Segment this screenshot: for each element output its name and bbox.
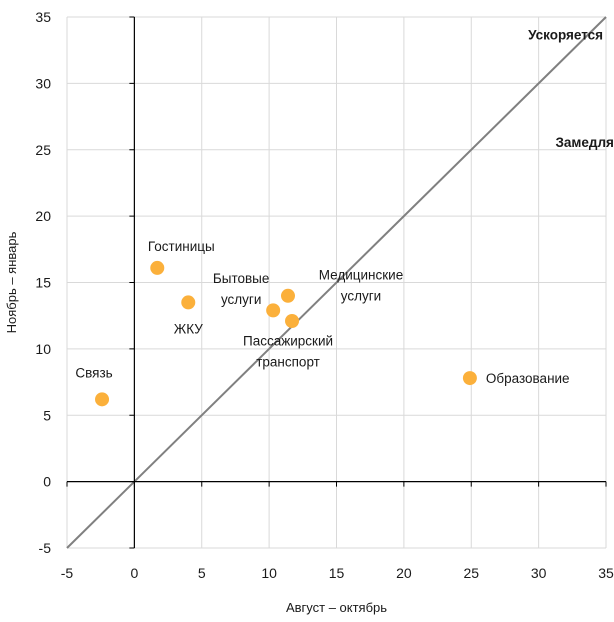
x-tick-label: 15 bbox=[329, 565, 345, 581]
point-label: Пассажирский транспорт bbox=[243, 333, 333, 369]
data-point bbox=[150, 260, 165, 275]
x-tick-label: 25 bbox=[463, 565, 479, 581]
grid-lines bbox=[66, 16, 607, 549]
point-label: Связь bbox=[75, 365, 112, 380]
point-label: Гостиницы bbox=[148, 239, 215, 254]
data-point bbox=[181, 295, 196, 310]
y-axis-title: Ноябрь – январь bbox=[4, 231, 19, 333]
y-tick-label: 5 bbox=[43, 407, 51, 423]
y-tick-label: 20 bbox=[35, 208, 51, 224]
point-label-line: услуги bbox=[221, 292, 261, 307]
point-label-line: Связь bbox=[75, 365, 112, 380]
data-point bbox=[280, 288, 295, 303]
zero-axes bbox=[66, 16, 607, 549]
point-label-line: Медицинские bbox=[319, 267, 403, 282]
point-label: Образование bbox=[486, 371, 570, 386]
point-label-line: Бытовые bbox=[213, 271, 270, 286]
point-label-line: ЖКУ bbox=[174, 321, 203, 336]
point-label-line: Образование bbox=[486, 371, 570, 386]
point-label: Бытовые услуги bbox=[213, 271, 270, 307]
x-axis-title: Август – октябрь bbox=[286, 600, 387, 615]
x-tick-label: 35 bbox=[598, 565, 614, 581]
x-tick-label: 30 bbox=[531, 565, 547, 581]
point-label-line: услуги bbox=[341, 288, 381, 303]
y-tick-label: -5 bbox=[39, 540, 52, 556]
diagonal-layer bbox=[66, 16, 607, 549]
x-tick-label: 5 bbox=[198, 565, 206, 581]
tick-labels: -5 0 5 10 15 20 25 30 35 -5 0 5 10 15 20 25 30 35 bbox=[35, 9, 614, 581]
x-tick-label: -5 bbox=[61, 565, 74, 581]
y-tick-label: 15 bbox=[35, 275, 51, 291]
point-label: Медицинские услуги bbox=[319, 267, 403, 303]
x-tick-label: 0 bbox=[130, 565, 138, 581]
data-points bbox=[95, 260, 477, 407]
point-label-line: Пассажирский bbox=[243, 333, 333, 348]
y-tick-label: 0 bbox=[43, 474, 51, 490]
data-point bbox=[266, 303, 281, 318]
x-tick-label: 20 bbox=[396, 565, 412, 581]
point-label: ЖКУ bbox=[174, 321, 203, 336]
data-point bbox=[462, 371, 477, 386]
region-annotation: Замедляется bbox=[555, 135, 614, 150]
y-tick-label: 10 bbox=[35, 341, 51, 357]
point-label-line: транспорт bbox=[256, 354, 320, 369]
point-label-line: Гостиницы bbox=[148, 239, 215, 254]
region-annotation: Ускоряется bbox=[528, 27, 603, 42]
y-tick-label: 30 bbox=[35, 75, 51, 91]
y-tick-label: 35 bbox=[35, 9, 51, 25]
x-tick-label: 10 bbox=[261, 565, 277, 581]
y-tick-label: 25 bbox=[35, 142, 51, 158]
data-point bbox=[285, 313, 300, 328]
annotations: Ускоряется Замедляется bbox=[528, 27, 614, 150]
diagonal-line bbox=[66, 16, 607, 549]
data-point bbox=[95, 392, 110, 407]
